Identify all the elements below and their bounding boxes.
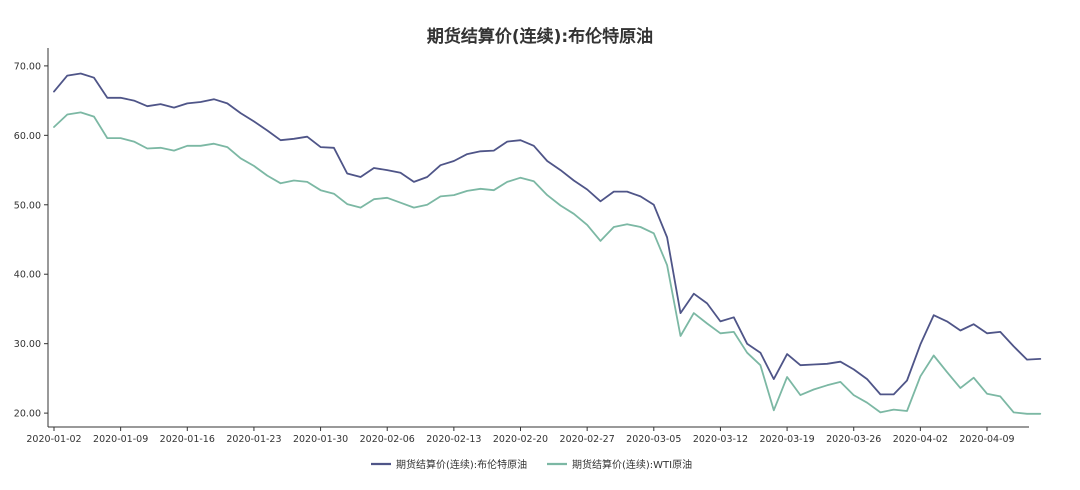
series-group — [53, 72, 1042, 415]
x-tick-label: 2020-01-16 — [160, 434, 215, 445]
x-tick-label: 2020-04-09 — [959, 434, 1014, 445]
y-tick-label: 60.00 — [14, 131, 41, 142]
series-line-brent — [53, 72, 1042, 396]
y-tick-label: 20.00 — [14, 409, 41, 420]
y-tick-label: 30.00 — [14, 339, 41, 350]
x-tick-label: 2020-03-12 — [693, 434, 748, 445]
x-tick-label: 2020-02-27 — [560, 434, 615, 445]
x-tick-label: 2020-03-05 — [626, 434, 681, 445]
x-tick-label: 2020-01-02 — [26, 434, 81, 445]
x-axis: 2020-01-02 2020-01-09 2020-01-16 2020-01-23… — [26, 426, 1029, 445]
x-tick-label: 2020-04-02 — [893, 434, 948, 445]
x-tick-label: 2020-02-20 — [493, 434, 548, 445]
legend[interactable]: 期货结算价(连续):布伦特原油 期货结算价(连续):WTI原油 — [371, 458, 692, 471]
x-tick-label: 2020-01-30 — [293, 434, 348, 445]
series-line-wti — [53, 111, 1042, 415]
y-tick-label: 50.00 — [14, 200, 41, 211]
x-tick-label: 2020-01-09 — [93, 434, 148, 445]
x-tick-label: 2020-02-06 — [360, 434, 415, 445]
x-tick-label: 2020-03-26 — [826, 434, 881, 445]
chart-title: 期货结算价(连续):布伦特原油 — [427, 26, 653, 47]
y-axis: 20.00 30.00 40.00 50.00 60.00 70.00 — [14, 48, 49, 427]
legend-item-brent[interactable]: 期货结算价(连续):布伦特原油 — [371, 458, 527, 471]
x-tick-label: 2020-02-13 — [426, 434, 481, 445]
x-tick-label: 2020-03-19 — [759, 434, 814, 445]
legend-label: 期货结算价(连续):WTI原油 — [572, 458, 692, 471]
y-tick-label: 40.00 — [14, 270, 41, 281]
legend-label: 期货结算价(连续):布伦特原油 — [396, 458, 527, 471]
y-tick-label: 70.00 — [14, 61, 41, 72]
legend-item-wti[interactable]: 期货结算价(连续):WTI原油 — [547, 458, 692, 471]
x-tick-label: 2020-01-23 — [226, 434, 281, 445]
